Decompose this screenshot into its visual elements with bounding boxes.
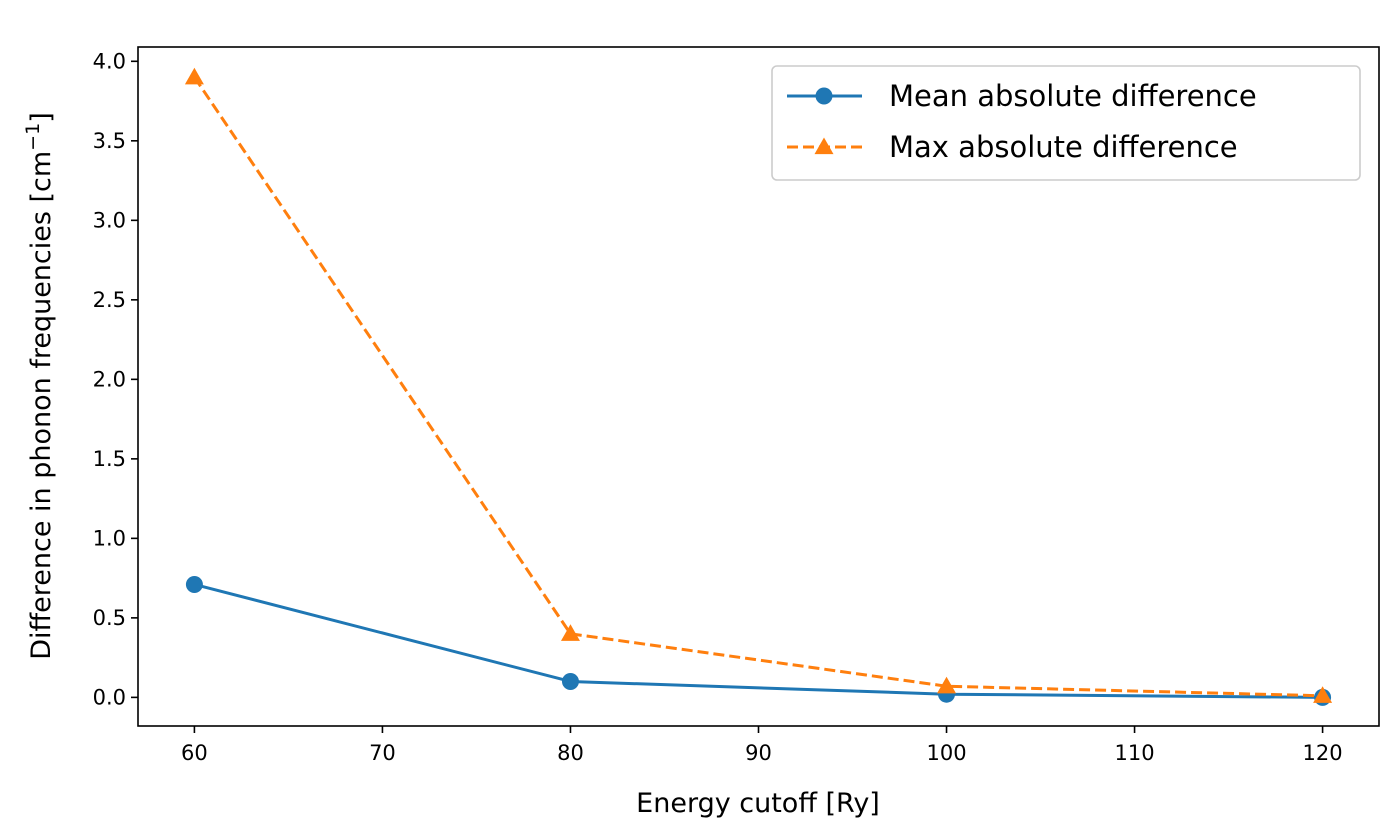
y-tick-label: 0.0: [93, 685, 126, 709]
x-tick-label: 60: [181, 741, 208, 765]
data-point: [937, 676, 957, 694]
series-line: [194, 583, 1323, 699]
y-tick-label: 4.0: [93, 49, 126, 73]
legend: Mean absolute difference Max absolute dif…: [771, 65, 1361, 181]
x-tick-label: 70: [369, 741, 396, 765]
x-tick-label: 80: [557, 741, 584, 765]
legend-swatch-marker: [815, 87, 833, 105]
y-tick-label: 2.5: [93, 288, 126, 312]
y-tick-label: 1.5: [93, 447, 126, 471]
legend-entry: Mean absolute difference: [787, 79, 1257, 113]
y-tick-label: 0.5: [93, 606, 126, 630]
x-axis-ticks: 60 70 80 90 100 110 120: [181, 726, 1343, 765]
y-axis-label-main: Difference in phonon frequencies [cm: [26, 151, 57, 660]
y-tick-label: 1.0: [93, 526, 126, 550]
legend-entry: Max absolute difference: [787, 130, 1238, 164]
data-point: [560, 624, 580, 641]
y-tick-label: 3.5: [93, 129, 126, 153]
data-point: [185, 575, 203, 593]
legend-label: Max absolute difference: [889, 130, 1238, 164]
legend-swatch-marker: [814, 137, 834, 155]
data-point: [561, 672, 579, 690]
x-tick-label: 100: [926, 741, 966, 765]
y-axis-label: Difference in phonon frequencies [cm−1]: [22, 112, 57, 660]
data-point: [1313, 686, 1333, 703]
legend-label: Mean absolute difference: [889, 79, 1257, 113]
y-tick-label: 2.0: [93, 367, 126, 391]
x-tick-label: 110: [1115, 741, 1155, 765]
x-tick-label: 90: [745, 741, 772, 765]
series-mean-absolute-difference: [185, 575, 1332, 706]
x-axis-label: Energy cutoff [Ry]: [636, 788, 880, 819]
y-axis-label-close: ]: [26, 112, 57, 123]
plot-area-frame: [137, 46, 1380, 727]
series-max-absolute-difference: [184, 67, 1333, 703]
y-axis-ticks: 0.0 0.5 1.0 1.5 2.0 2.5 3.0 3.5 4.0: [93, 49, 138, 709]
series-line: [193, 76, 1323, 698]
plot-layer: [184, 67, 1333, 706]
x-tick-label: 120: [1303, 741, 1343, 765]
legend-frame: [771, 65, 1361, 181]
data-point: [184, 67, 204, 85]
y-axis-label-sup: −1: [22, 123, 44, 151]
y-tick-label: 3.0: [93, 208, 126, 232]
